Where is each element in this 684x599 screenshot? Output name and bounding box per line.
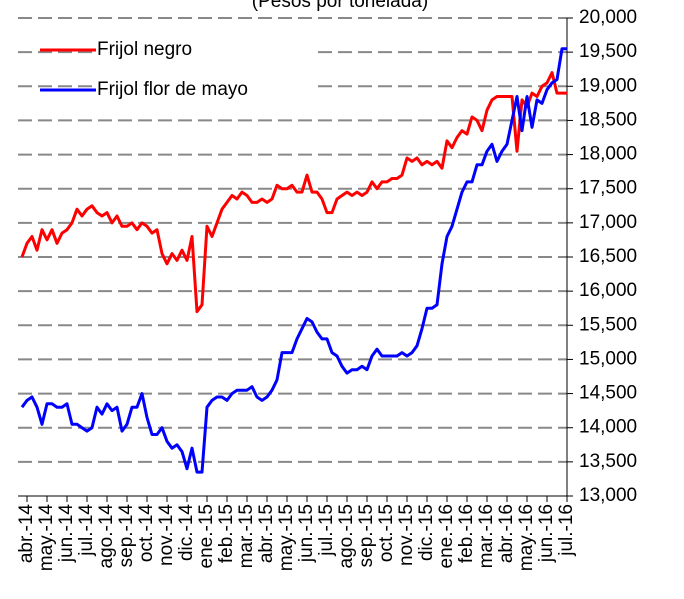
x-tick-label: jun.-16 — [536, 504, 557, 563]
legend-label: Frijol flor de mayo — [97, 79, 248, 100]
x-tick-label: abr.-16 — [496, 504, 517, 563]
y-tick-label: 15,000 — [579, 348, 637, 369]
x-tick-label: may.-15 — [276, 504, 297, 571]
y-tick-label: 16,000 — [579, 280, 637, 301]
x-tick-label: sep.-14 — [116, 504, 137, 568]
x-tick-label: ene.-16 — [436, 504, 457, 568]
series-line — [20, 71, 567, 314]
x-tick-label: jul.-15 — [316, 504, 337, 557]
x-tick-label: nov.-15 — [396, 504, 417, 566]
x-tick-label: jun.-15 — [296, 504, 317, 563]
y-tick-label: 13,000 — [579, 485, 637, 506]
y-tick-label: 18,500 — [579, 109, 637, 130]
chart-subtitle: (Pesos por tonelada) — [252, 0, 428, 12]
x-tick-label: abr.-14 — [16, 504, 37, 564]
x-tick-label: oct.-15 — [376, 504, 397, 562]
y-tick-label: 19,500 — [579, 41, 637, 62]
x-tick-label: jul.-16 — [556, 504, 577, 557]
legend-bg — [92, 76, 312, 104]
x-tick-label: dic.-14 — [176, 504, 197, 561]
x-tick-label: oct.-14 — [136, 504, 157, 563]
x-tick-label: feb.-16 — [456, 504, 477, 563]
y-tick-label: 15,500 — [579, 314, 637, 335]
x-tick-label: abr.-15 — [256, 504, 277, 563]
x-tick-label: dic.-15 — [416, 504, 437, 561]
x-tick-label: ago.-14 — [96, 504, 117, 569]
y-tick-label: 14,000 — [579, 417, 637, 438]
x-tick-label: jun.-14 — [56, 504, 77, 564]
x-tick-label: ene.-15 — [196, 504, 217, 568]
x-tick-label: ago.-15 — [336, 504, 357, 568]
x-tick-label: jul.-14 — [76, 504, 97, 557]
x-tick-label: sep.-15 — [356, 504, 377, 567]
y-tick-label: 20,000 — [579, 7, 637, 28]
legend-label: Frijol negro — [97, 39, 192, 60]
y-tick-label: 13,500 — [579, 451, 637, 472]
y-tick-label: 16,500 — [579, 246, 637, 267]
y-tick-label: 14,500 — [579, 383, 637, 404]
legend-bg — [92, 36, 312, 64]
x-tick-label: mar.-16 — [476, 504, 497, 568]
x-tick-label: may.-14 — [36, 504, 57, 572]
y-tick-label: 17,000 — [579, 212, 637, 233]
x-tick-label: mar.-15 — [236, 504, 257, 568]
x-tick-label: feb.-15 — [216, 504, 237, 563]
y-tick-label: 19,000 — [579, 75, 637, 96]
x-tick-label: may.-16 — [516, 504, 537, 571]
x-tick-label: nov.-14 — [156, 504, 177, 566]
series-line — [20, 47, 567, 474]
y-tick-label: 17,500 — [579, 178, 637, 199]
y-tick-label: 18,000 — [579, 144, 637, 165]
